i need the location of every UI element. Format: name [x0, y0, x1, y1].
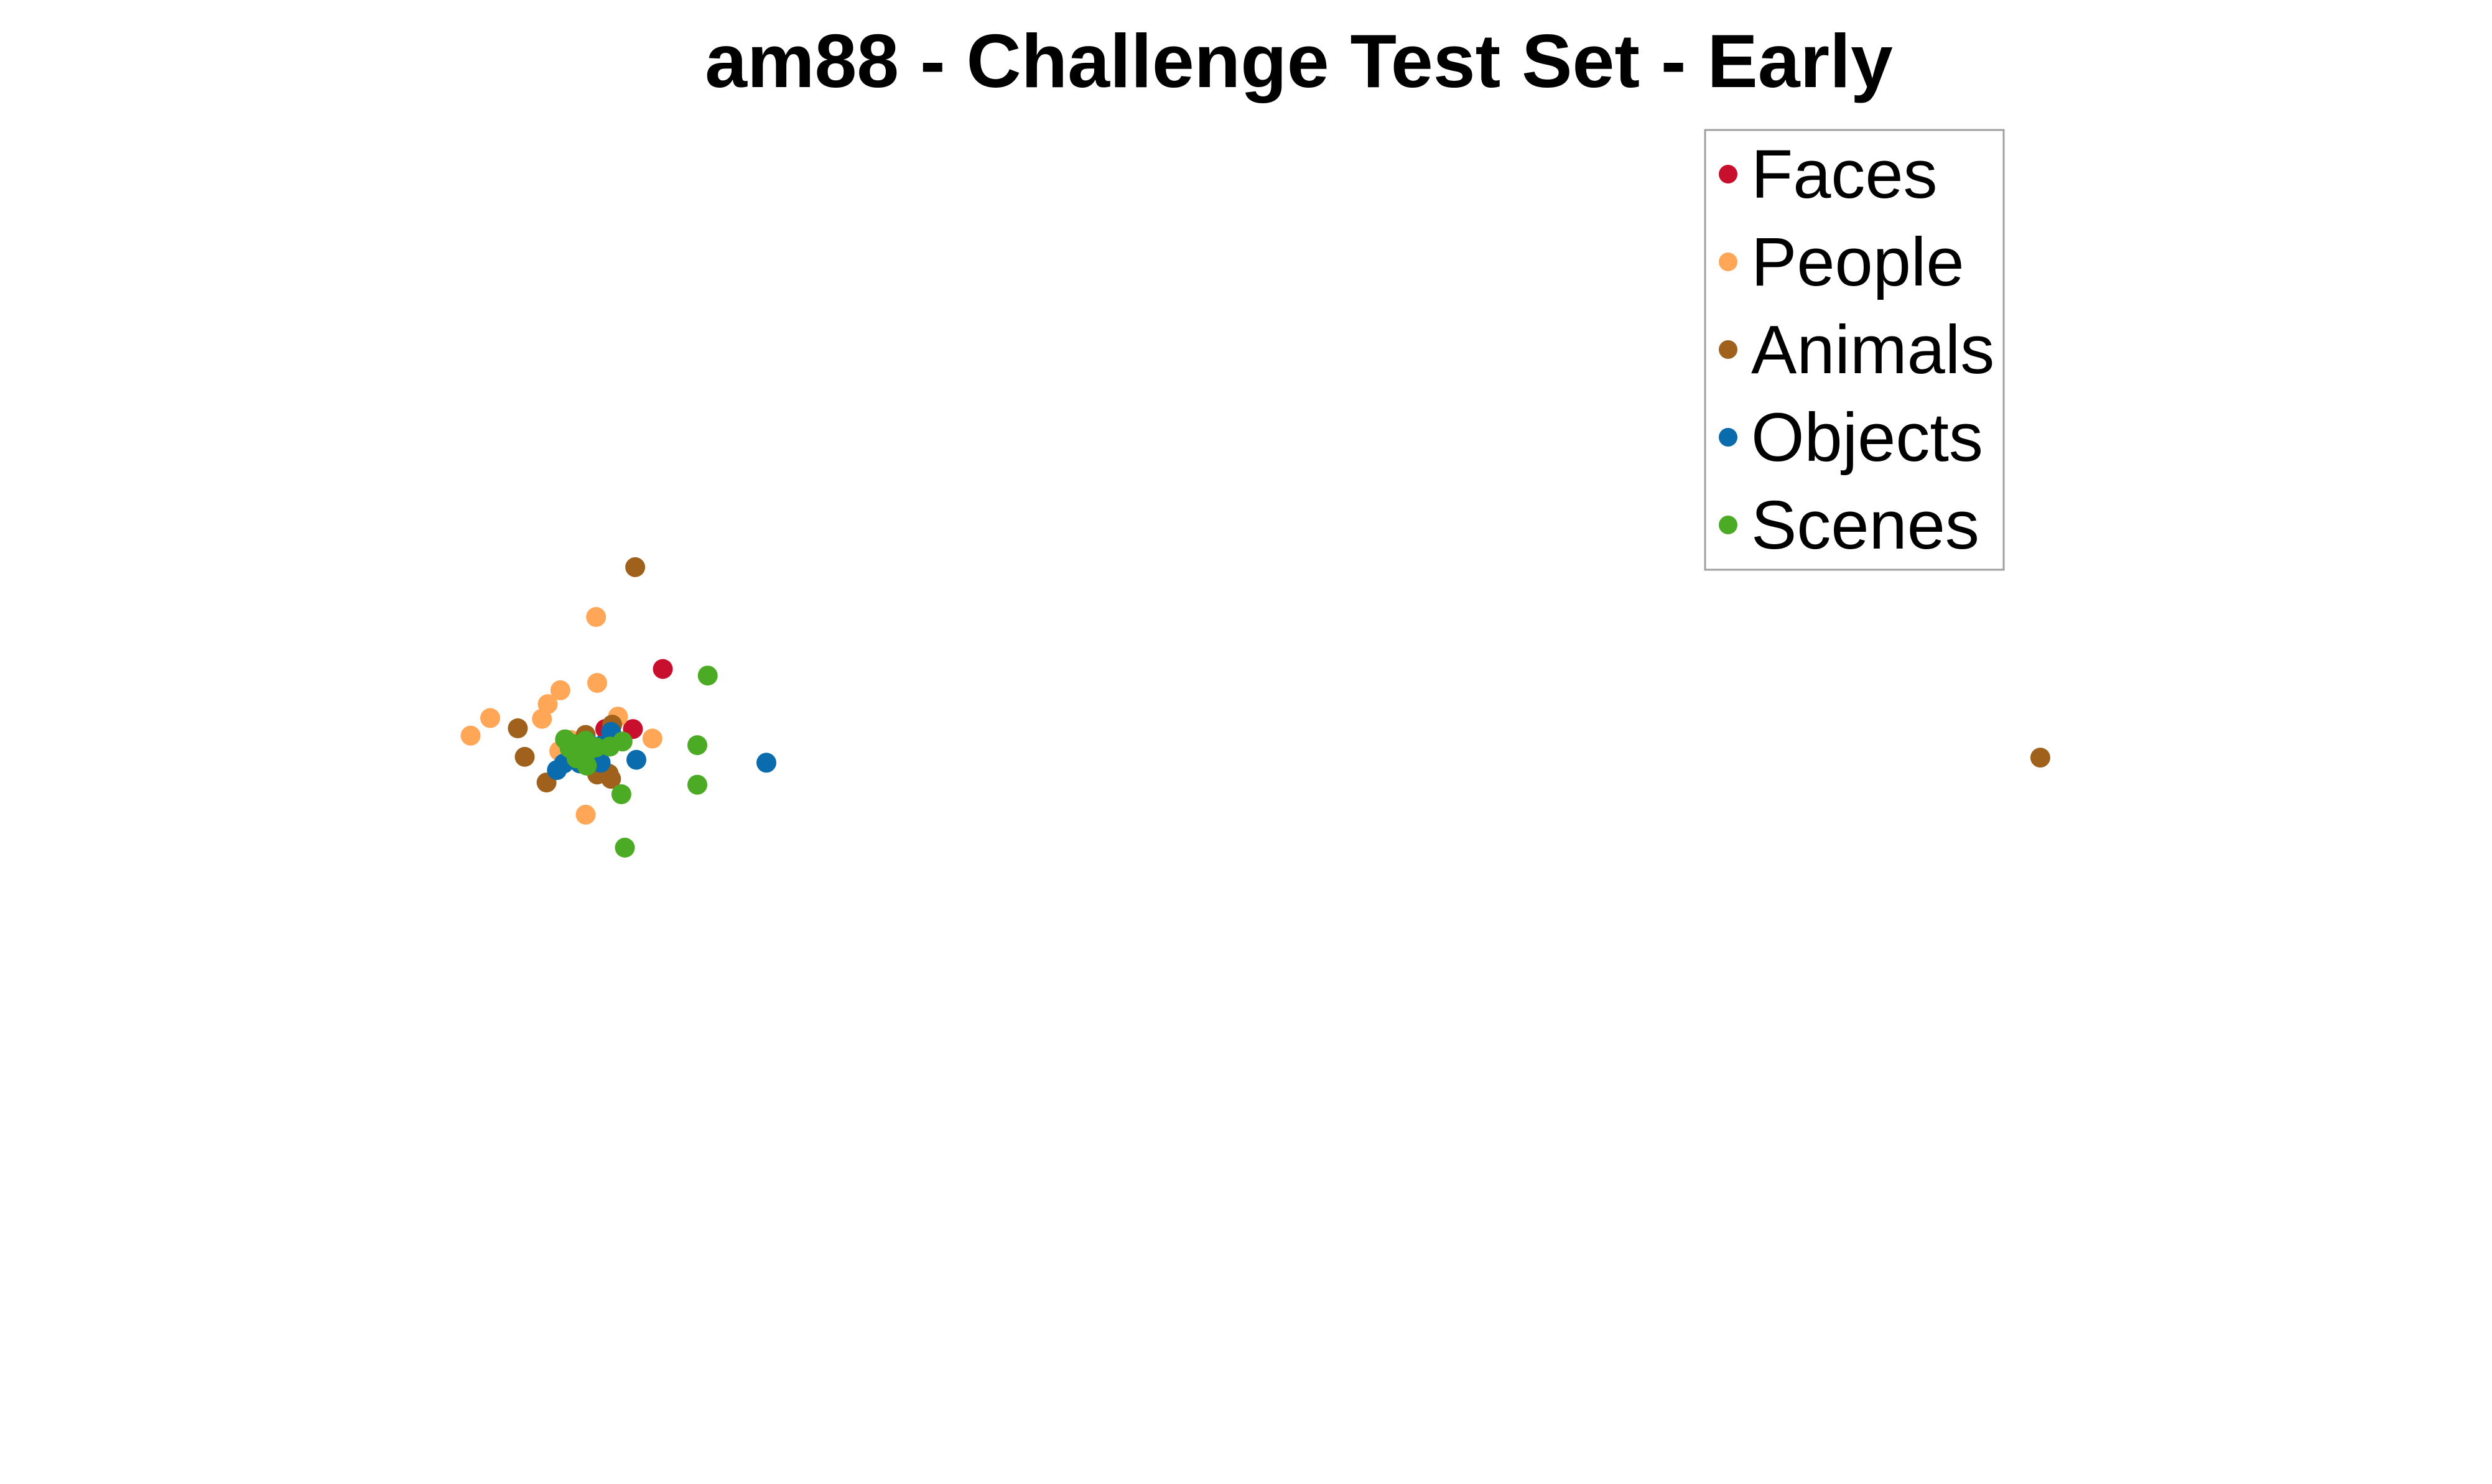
point-objects-5 [626, 749, 646, 770]
point-animals-0 [625, 557, 646, 577]
legend-label-animals: Animals [1751, 312, 1994, 388]
legend: Faces People Animals Objects Scenes [1704, 129, 2005, 571]
point-objects-9 [756, 753, 776, 773]
point-scenes-0 [697, 665, 718, 686]
legend-item-animals: Animals [1719, 312, 1994, 388]
point-scenes-15 [555, 729, 575, 749]
point-scenes-4 [611, 784, 631, 804]
series-people [460, 607, 663, 825]
point-scenes-1 [687, 735, 707, 756]
legend-marker-people [1719, 253, 1737, 271]
point-people-0 [586, 607, 607, 627]
point-scenes-2 [687, 774, 707, 795]
legend-label-people: People [1751, 224, 1964, 300]
legend-item-people: People [1719, 224, 1964, 300]
series-scenes [555, 665, 718, 858]
legend-label-scenes: Scenes [1751, 487, 1979, 563]
series-animals [508, 557, 2050, 793]
legend-item-scenes: Scenes [1719, 487, 1979, 563]
data-points [460, 557, 2050, 858]
legend-marker-faces [1719, 165, 1737, 183]
point-people-12 [575, 804, 596, 825]
point-people-1 [550, 680, 570, 700]
chart-title: am88 - Challenge Test Set - Early [705, 19, 1893, 103]
legend-box [1704, 129, 2005, 571]
point-people-9 [480, 708, 500, 728]
point-people-3 [587, 673, 607, 693]
point-scenes-14 [577, 756, 597, 776]
point-people-8 [537, 694, 558, 715]
point-animals-10 [2030, 748, 2050, 768]
point-people-10 [460, 725, 481, 746]
point-animals-7 [508, 718, 528, 738]
legend-marker-scenes [1719, 516, 1737, 534]
point-people-4 [642, 728, 663, 749]
legend-item-faces: Faces [1719, 136, 1938, 213]
point-scenes-5 [615, 837, 635, 858]
legend-label-faces: Faces [1751, 136, 1938, 213]
legend-label-objects: Objects [1751, 399, 1983, 476]
point-faces-0 [653, 659, 673, 679]
point-animals-6 [514, 746, 535, 767]
legend-item-objects: Objects [1719, 399, 1983, 476]
legend-marker-animals [1719, 340, 1737, 359]
legend-marker-objects [1719, 428, 1737, 447]
